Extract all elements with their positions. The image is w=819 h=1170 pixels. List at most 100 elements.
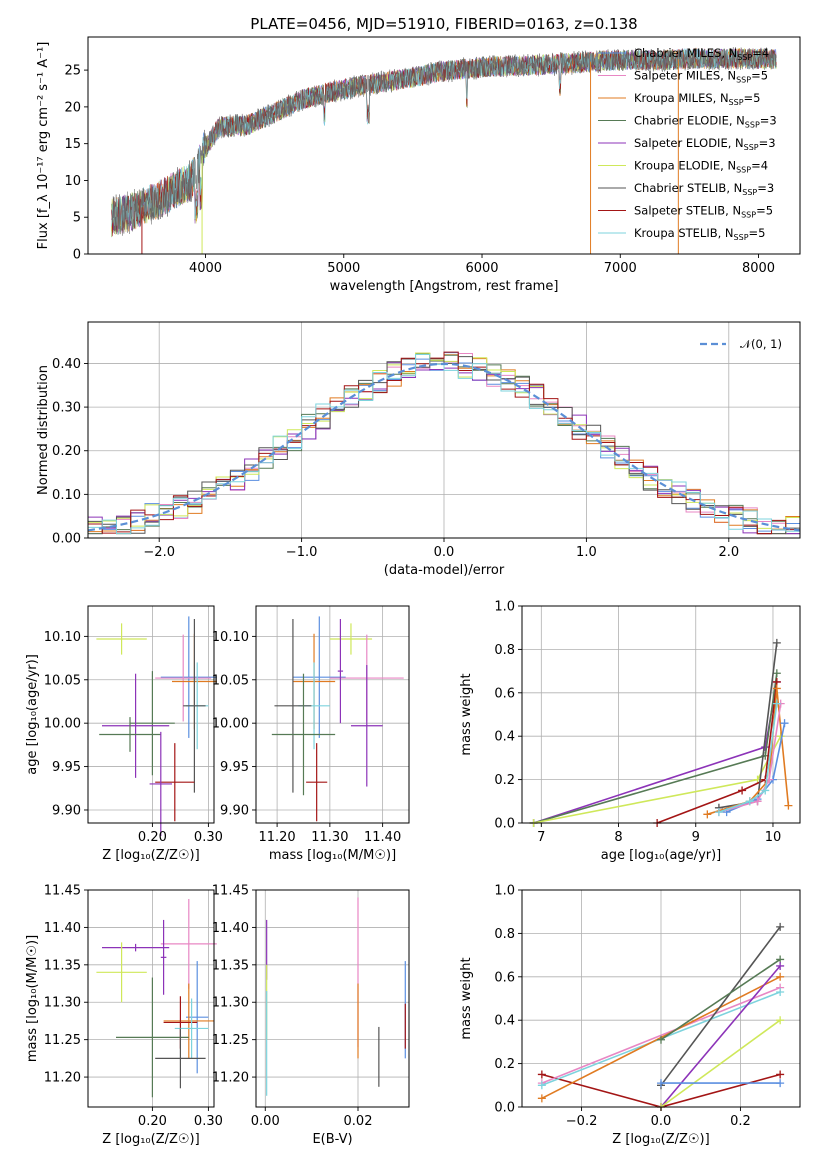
legend-subscript: SSP [745,121,760,130]
y-tick-label: 11.30 [44,996,81,1011]
x-tick-label: 1.0 [576,545,597,560]
weight-marker [776,1016,785,1025]
residuals-panel: −2.0 −1.0 0.0 1.0 2.0 0.00 0.10 0.20 0.30 0.40 (da… [36,321,801,578]
y-tick-label: 0.2 [494,1057,515,1072]
weight-vs-age-plot-area [529,638,793,827]
x-axis-label: Z [log₁₀(Z/Z☉)] [612,1132,709,1147]
age-vs-Z-plot-area [96,616,217,837]
x-tick-label: 0.02 [344,1114,373,1129]
spectrum-plot-area [111,46,777,254]
legend-label: Chabrier ELODIE, NSSP=3 [634,114,777,130]
y-tick-label: 10 [64,174,81,189]
legend-label: Kroupa STELIB, NSSP=5 [634,226,765,242]
y-axis-label: age [log₁₀(age/yr)] [25,654,40,775]
y-tick-label: 0.10 [52,488,81,503]
legend-subscript: SSP [742,188,757,197]
spectrum-legend: Chabrier MILES, NSSP=4 Salpeter MILES, NS… [598,46,777,242]
errorbar-point [160,616,217,738]
y-tick-label: 1.0 [494,884,515,899]
x-axis-label: age [log₁₀(age/yr)] [601,848,722,863]
weight-marker [738,786,747,795]
y-tick-label: 11.20 [212,1071,249,1086]
errorbar-point [306,743,328,822]
x-tick-label: 0.0 [434,545,455,560]
y-tick-label: 11.45 [212,884,249,899]
y-tick-label: 11.25 [44,1033,81,1048]
weight-marker [776,987,785,996]
legend-value: =5 [756,204,773,218]
x-tick-label: 0.20 [138,830,167,845]
weight-marker [537,1070,546,1079]
weight-marker [772,638,781,647]
y-tick-label: 0.20 [52,444,81,459]
weight-marker [784,801,793,810]
legend-label: Chabrier MILES, NSSP=4 [634,46,769,62]
weight-marker [537,1094,546,1103]
y-axis-label: Normed distribution [36,365,51,495]
errorbar-point [102,673,170,778]
errorbar-point [149,731,172,837]
legend-value: =5 [749,226,766,240]
y-tick-label: 15 [64,137,81,152]
y-tick-label: 10.05 [212,673,249,688]
y-tick-label: 0.8 [494,927,515,942]
y-tick-label: 11.35 [44,958,81,973]
x-tick-label: 2.0 [718,545,739,560]
observed-spectrum [111,46,777,236]
y-tick-label: 9.90 [52,803,81,818]
errorbar-point [329,623,373,655]
x-tick-label: 8000 [742,261,775,276]
legend-value: =4 [752,46,769,60]
x-axis-label: (data-model)/error [384,563,505,578]
errorbar-point [102,943,170,952]
spectrum-frame [87,36,801,255]
age-vs-Z-panel: 0.20 0.30 9.90 9.95 10.00 10.05 10.10 Z [log₁₀(… [25,605,223,863]
weight-line [541,986,781,1084]
legend-label: Salpeter ELODIE, NSSP=3 [634,136,776,152]
x-axis-label: Z [log₁₀(Z/Z☉)] [102,1132,199,1147]
legend-label: Chabrier STELIB, NSSP=3 [634,181,774,197]
legend-subscript: SSP [729,98,744,107]
x-tick-label: 11.30 [311,830,348,845]
weight-marker [703,810,712,819]
x-axis-label: wavelength [Angstrom, rest frame] [330,279,559,294]
y-tick-label: 10.00 [44,717,81,732]
y-tick-label: 5 [73,211,81,226]
age-vs-Z-frame [87,605,215,824]
x-tick-label: 4000 [189,261,222,276]
y-tick-label: 11.30 [212,996,249,1011]
legend-value: =5 [751,69,768,83]
x-tick-label: 0.2 [730,1114,751,1129]
weight-marker [761,786,770,795]
x-axis-label: Z [log₁₀(Z/Z☉)] [102,848,199,863]
weight-line [656,681,778,824]
y-tick-label: 0.6 [494,970,515,985]
errorbar-point [155,743,195,822]
weight-vs-age-panel: 7 8 9 10 0.0 0.2 0.4 0.6 0.8 1.0 age [log₁₀(age/yr… [459,600,801,863]
y-tick-label: 9.95 [220,760,249,775]
errorbar-point [292,616,346,738]
x-tick-label: 0.00 [251,1114,280,1129]
weight-line [718,703,778,813]
y-tick-label: 1.0 [494,600,515,615]
x-tick-label: 0.0 [651,1114,672,1129]
weight-marker [657,1079,665,1088]
x-tick-label: 0.30 [194,830,223,845]
mass-vs-Z-plot-area [96,898,217,1098]
y-tick-label: 9.90 [220,803,249,818]
errorbar-point [99,717,161,752]
legend-value: =4 [751,159,768,173]
legend-label: Salpeter MILES, NSSP=5 [634,69,768,85]
x-tick-label: 0.30 [194,1114,223,1129]
errorbar-point [271,673,336,796]
age-vs-mass-frame [255,605,410,824]
x-tick-label: 0.20 [138,1114,167,1129]
y-tick-label: 0.30 [52,401,81,416]
weight-marker [776,961,785,970]
x-tick-label: −1.0 [286,545,318,560]
errorbar-point [350,665,383,787]
y-tick-label: 0.2 [494,773,515,788]
errorbar-point [160,919,167,995]
y-tick-label: 10.05 [44,673,81,688]
